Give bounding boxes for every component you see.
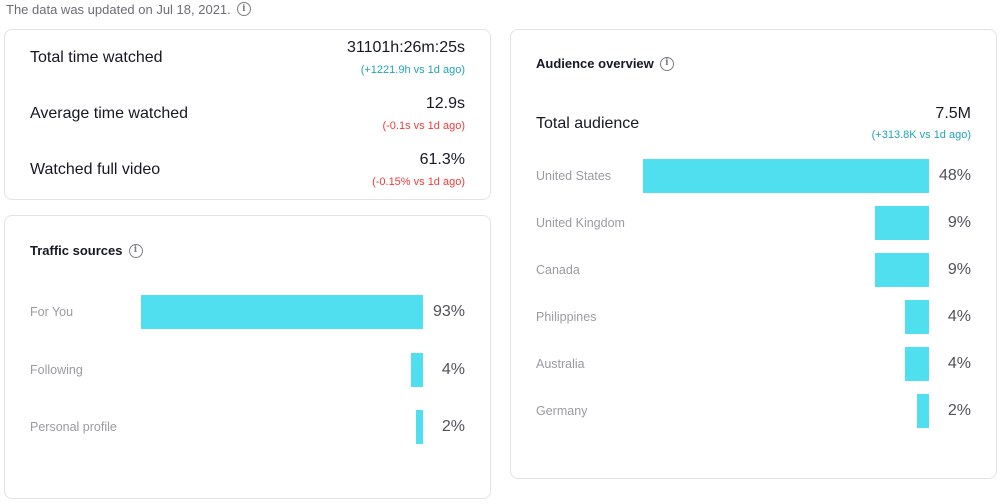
audience-country-row-label: Canada: [536, 263, 580, 277]
traffic-source-row: Following 4%: [5, 352, 490, 387]
traffic-sources-title-text: Traffic sources: [30, 243, 123, 258]
metric-total-time-delta: (+1221.9h vs 1d ago): [360, 64, 465, 76]
audience-country-row-percent: 4%: [947, 355, 971, 372]
metric-average-time-value: 12.9s: [425, 95, 465, 112]
update-notice-text: The data was updated on Jul 18, 2021.: [6, 1, 231, 17]
audience-country-row-bar: [905, 347, 929, 381]
audience-overview-title-text: Audience overview: [536, 56, 654, 71]
audience-country-row: Philippines 4%: [511, 300, 996, 334]
metric-average-time-delta: (-0.1s vs 1d ago): [382, 120, 465, 132]
audience-country-row-percent: 2%: [947, 402, 971, 419]
metric-total-time-value: 31101h:26m:25s: [346, 39, 465, 56]
traffic-source-row-percent: 93%: [432, 303, 465, 320]
traffic-source-row-bar: [141, 295, 423, 329]
audience-country-row-label: United Kingdom: [536, 216, 625, 230]
traffic-source-row-percent: 2%: [441, 418, 465, 435]
audience-overview-title: Audience overview i: [536, 56, 674, 71]
info-icon[interactable]: i: [659, 56, 674, 71]
traffic-sources-title: Traffic sources i: [30, 243, 143, 258]
traffic-source-row: Personal profile 2%: [5, 410, 490, 444]
traffic-source-row-bar: [416, 410, 423, 444]
traffic-source-row-percent: 4%: [441, 360, 465, 378]
audience-country-row-percent: 4%: [947, 308, 971, 325]
audience-country-row-label: United States: [536, 169, 612, 183]
audience-country-row-percent: 9%: [947, 261, 971, 278]
traffic-source-row-bar: [410, 352, 423, 387]
audience-country-row-bar: [875, 253, 929, 287]
traffic-source-row-label: For You: [30, 305, 74, 319]
audience-country-row-bar: [875, 206, 929, 240]
audience-country-row: Germany 2%: [511, 394, 996, 428]
audience-country-row-bar: [917, 394, 929, 428]
audience-country-row-label: Australia: [536, 357, 585, 371]
audience-country-row: United Kingdom 9%: [511, 206, 996, 240]
audience-country-row: United States 48%: [511, 159, 996, 193]
audience-country-row: Australia 4%: [511, 347, 996, 381]
audience-country-row: Canada 9%: [511, 253, 996, 287]
total-audience-value: 7.5M: [935, 105, 971, 122]
metric-total-time-label: Total time watched: [30, 49, 163, 66]
summary-card: Total time watched 31101h:26m:25s (+1221…: [4, 29, 491, 200]
info-icon[interactable]: i: [128, 243, 143, 258]
metric-average-time-label: Average time watched: [30, 105, 189, 122]
audience-country-row-percent: 9%: [947, 214, 971, 231]
audience-country-row-label: Germany: [536, 404, 588, 418]
traffic-source-row-label: Following: [30, 362, 83, 377]
update-notice: The data was updated on Jul 18, 2021. i: [6, 0, 251, 18]
audience-country-row-bar: [643, 159, 929, 193]
traffic-sources-card: Traffic sources i For You 93% Following 4% P…: [4, 215, 491, 499]
total-audience-label: Total audience: [536, 115, 640, 132]
audience-country-row-percent: 48%: [938, 167, 971, 184]
info-icon[interactable]: i: [236, 2, 251, 16]
audience-country-row-label: Philippines: [536, 310, 597, 324]
audience-country-row-bar: [905, 300, 929, 334]
traffic-source-row-label: Personal profile: [30, 420, 117, 434]
audience-overview-card: Audience overview i Total audience 7.5M …: [510, 29, 997, 479]
metric-full-video-delta: (-0.15% vs 1d ago): [372, 176, 465, 188]
metric-full-video-value: 61.3%: [419, 151, 465, 168]
traffic-source-row: For You 93%: [5, 295, 490, 329]
metric-full-video-label: Watched full video: [30, 161, 161, 178]
total-audience-delta: (+313.8K vs 1d ago): [871, 129, 971, 141]
